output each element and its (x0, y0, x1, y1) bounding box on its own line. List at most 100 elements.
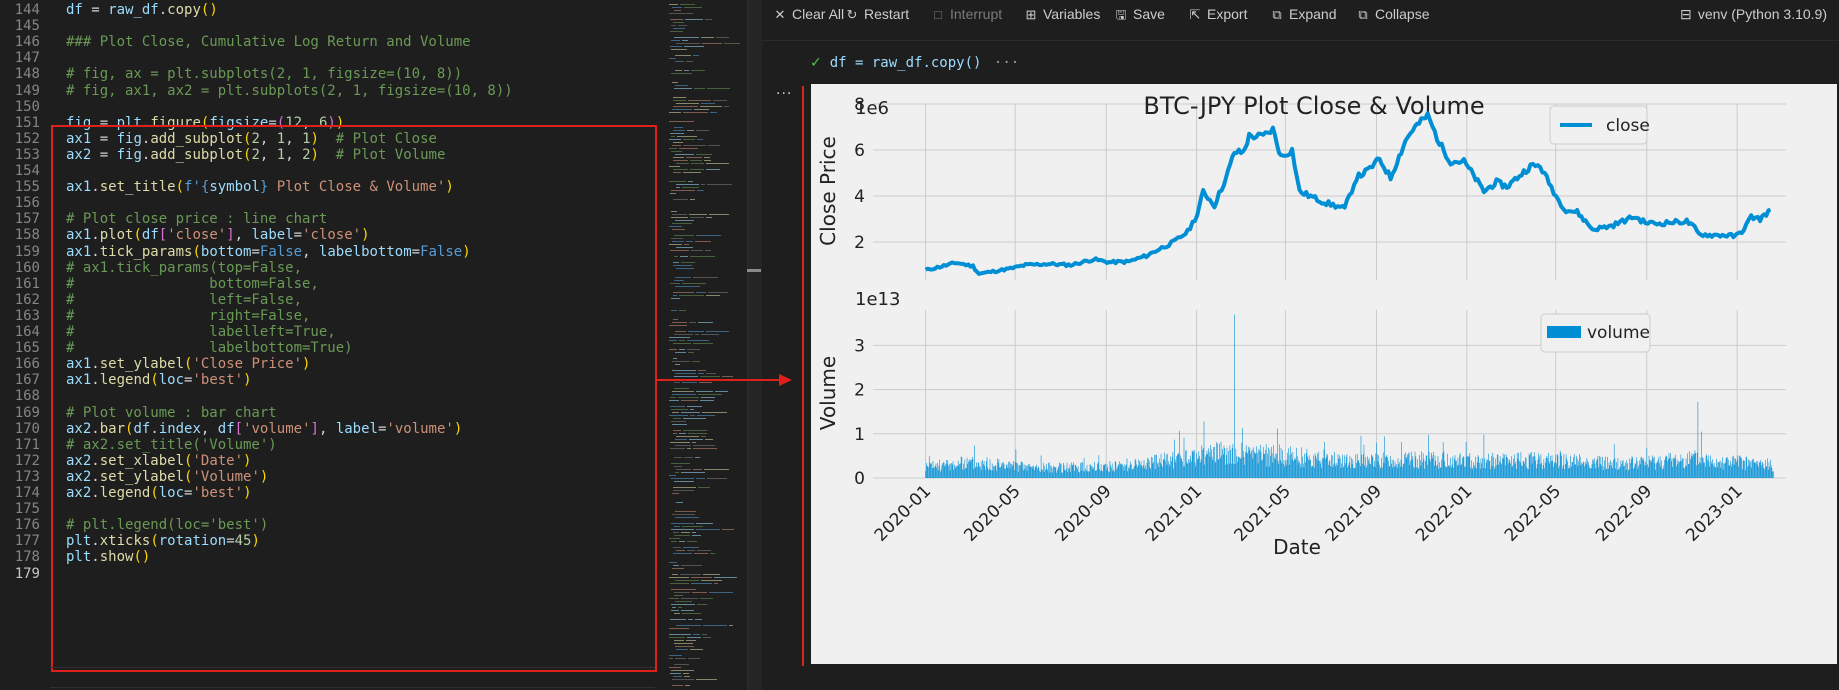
code-line[interactable]: 153 ax2 = fig.add_subplot(2, 1, 2) # Plot… (0, 146, 660, 165)
code-line[interactable]: 165 # labelbottom=True) (0, 339, 660, 358)
line-number: 161 (14, 275, 40, 292)
code-line[interactable]: 162 # left=False, (0, 291, 660, 310)
volume-bar (1098, 455, 1100, 478)
scrollbar-thumb[interactable] (747, 269, 761, 272)
code-line[interactable]: 169 # Plot volume : bar chart (0, 404, 660, 423)
toolbar-save-button[interactable]: 🖫 Save (1113, 5, 1164, 23)
volume-bar (1616, 469, 1618, 478)
code-line[interactable]: 156 (0, 194, 660, 213)
code-line[interactable]: 144 df = raw_df.copy() (0, 1, 660, 20)
volume-bar (1245, 452, 1246, 478)
code-line[interactable]: 176 # plt.legend(loc='best') (0, 516, 660, 535)
volume-bar (1470, 467, 1471, 478)
toolbar-restart-button[interactable]: ↻ Restart (844, 5, 910, 23)
code-line[interactable]: 159 ax1.tick_params(bottom=False, labelbo… (0, 243, 660, 262)
volume-bar (1556, 453, 1558, 478)
cell-input[interactable]: ✓ df = raw_df.copy() ··· (810, 53, 1019, 73)
volume-bar (1639, 464, 1641, 478)
toolbar-variables-button[interactable]: ⊞ Variables (1023, 5, 1101, 23)
toolbar-expand-button[interactable]: ⧉ Expand (1269, 5, 1336, 23)
volume-bar (1139, 461, 1140, 478)
volume-bar (1172, 451, 1174, 478)
line-number: 162 (14, 291, 40, 308)
volume-bar (1702, 457, 1704, 478)
code-line[interactable]: 167 ax1.legend(loc='best') (0, 371, 660, 390)
editor-scrollbar[interactable] (747, 0, 762, 690)
output-menu-icon[interactable]: ··· (776, 86, 793, 102)
toolbar-export-button[interactable]: ⇱ Export (1187, 5, 1248, 23)
volume-bar (1011, 463, 1012, 478)
code-line[interactable]: 171 # ax2.set_title('Volume') (0, 436, 660, 455)
volume-bar (1662, 468, 1664, 478)
volume-bar (1710, 461, 1712, 478)
code-line[interactable]: 170 ax2.bar(df.index, df['volume'], label… (0, 420, 660, 439)
volume-bar (1399, 462, 1400, 478)
code-line[interactable]: 164 # labelleft=True, (0, 323, 660, 342)
volume-bar (1618, 469, 1619, 478)
volume-bar (1493, 469, 1495, 478)
code-line[interactable]: 154 (0, 162, 660, 181)
kernel-picker[interactable]: ⊟ venv (Python 3.10.9) (1678, 5, 1827, 23)
volume-bar (1106, 464, 1108, 478)
code-line[interactable]: 148 # fig, ax = plt.subplots(2, 1, figsiz… (0, 65, 660, 84)
code-line[interactable]: 166 ax1.set_ylabel('Close Price') (0, 355, 660, 374)
volume-bar (1153, 461, 1154, 478)
volume-bar (955, 466, 957, 478)
code-line[interactable]: 178 plt.show() (0, 548, 660, 567)
code-line[interactable]: 160 # ax1.tick_params(top=False, (0, 259, 660, 278)
code-line[interactable]: 175 (0, 500, 660, 519)
code-line[interactable]: 150 (0, 98, 660, 117)
cell-more-icon[interactable]: ··· (993, 55, 1020, 71)
code-line[interactable]: 147 (0, 49, 660, 68)
toolbar-collapse-button[interactable]: ⧉ Collapse (1355, 5, 1429, 23)
toolbar-clear-all-button[interactable]: ✕ Clear All (772, 5, 845, 23)
minimap[interactable] (665, 0, 747, 690)
code-editor[interactable]: 144 df = raw_df.copy() 145 146 ### Plot Clos… (0, 0, 660, 690)
volume-bar (1079, 472, 1080, 478)
volume-bar (1361, 454, 1363, 478)
code-line[interactable]: 161 # bottom=False, (0, 275, 660, 294)
volume-bar (1112, 471, 1114, 478)
volume-bar (1380, 467, 1382, 478)
code-line[interactable]: 152 ax1 = fig.add_subplot(2, 1, 1) # Plot… (0, 130, 660, 149)
code-line[interactable]: 149 # fig, ax1, ax2 = plt.subplots(2, 1, … (0, 82, 660, 101)
code-line[interactable]: 155 ax1.set_title(f'{symbol} Plot Close &… (0, 178, 660, 197)
volume-bar (1294, 459, 1295, 478)
code-line[interactable]: 163 # right=False, (0, 307, 660, 326)
code-line[interactable]: 157 # Plot close price : line chart (0, 210, 660, 229)
volume-bar (1282, 449, 1283, 478)
volume-bar (1368, 458, 1370, 478)
code-line[interactable]: 177 plt.xticks(rotation=45) (0, 532, 660, 551)
volume-bar (1619, 468, 1620, 478)
volume-bar (997, 458, 998, 478)
code-line[interactable]: 168 (0, 387, 660, 406)
volume-bar (1226, 447, 1228, 478)
volume-bar (1576, 455, 1577, 478)
volume-bar (1763, 468, 1765, 478)
code-line[interactable]: 145 (0, 17, 660, 36)
volume-bar (1117, 465, 1119, 478)
volume-bar (1412, 456, 1414, 478)
xtick-label: 2021-09 (1322, 481, 1386, 545)
volume-bar (1100, 464, 1102, 478)
code-line[interactable]: 174 ax2.legend(loc='best') (0, 484, 660, 503)
volume-bar (1566, 458, 1568, 478)
code-line[interactable]: 146 ### Plot Close, Cumulative Log Return… (0, 33, 660, 52)
volume-bar (1369, 463, 1371, 478)
volume-bar (1638, 465, 1639, 478)
code-line[interactable]: 172 ax2.set_xlabel('Date') (0, 452, 660, 471)
volume-bar (1630, 459, 1632, 478)
volume-bar (1137, 467, 1138, 478)
code-line[interactable]: 158 ax1.plot(df['close'], label='close') (0, 226, 660, 245)
volume-bar (1338, 458, 1340, 478)
code-line[interactable]: 173 ax2.set_ylabel('Volume') (0, 468, 660, 487)
volume-bar (1296, 447, 1297, 478)
code-line[interactable]: 179 (0, 565, 660, 584)
volume-bar (993, 466, 994, 478)
volume-bar (1563, 453, 1565, 478)
volume-bar (1685, 458, 1687, 478)
volume-bar (926, 462, 927, 478)
volume-bar (1220, 441, 1222, 478)
line-number: 175 (14, 501, 40, 518)
volume-bar (1525, 458, 1527, 478)
